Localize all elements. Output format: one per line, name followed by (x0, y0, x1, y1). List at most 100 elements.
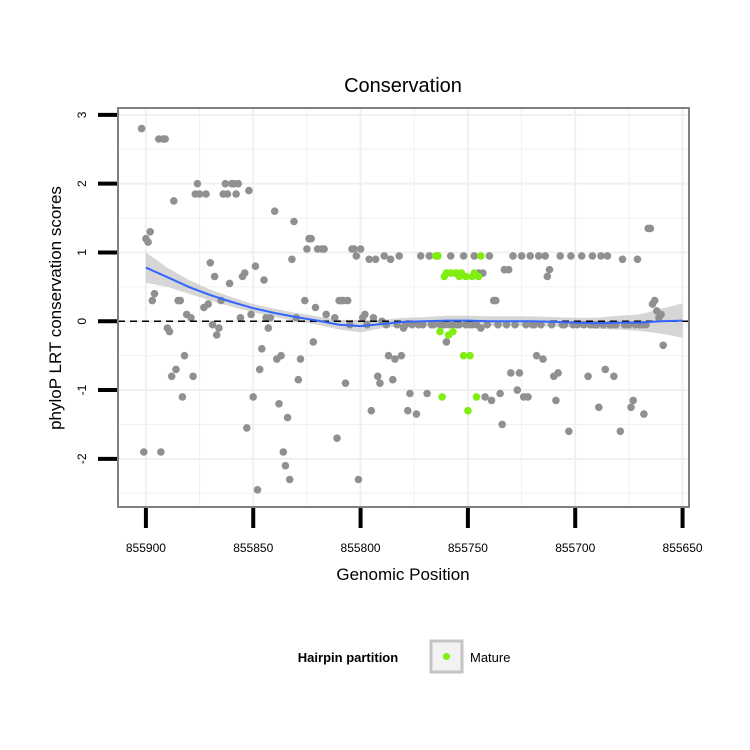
mature-point (459, 351, 468, 360)
hairpin-point (258, 345, 266, 353)
hairpin-point (416, 252, 425, 260)
hairpin-point (187, 314, 195, 322)
hairpin-point (408, 320, 416, 329)
x-tick-label: 855900 (126, 541, 166, 555)
hairpin-point (251, 262, 260, 271)
hairpin-point (232, 190, 240, 198)
hairpin-point (260, 276, 268, 284)
hairpin-point (404, 406, 412, 415)
hairpin-point (509, 252, 517, 260)
hairpin-point (311, 303, 320, 312)
hairpin-point (193, 179, 202, 188)
hairpin-point (275, 400, 283, 408)
x-tick-label: 855700 (555, 541, 595, 555)
hairpin-point (584, 372, 592, 381)
hairpin-point (646, 224, 655, 233)
hairpin-point (597, 252, 605, 260)
hairpin-point (167, 372, 176, 381)
hairpin-point (406, 389, 414, 398)
hairpin-point (283, 413, 292, 422)
hairpin-point (371, 255, 380, 264)
hairpin-point (279, 448, 288, 456)
hairpin-point (356, 245, 365, 253)
y-tick-label: 3 (75, 111, 89, 118)
hairpin-point (530, 320, 539, 329)
hairpin-point (208, 320, 217, 329)
hairpin-point (352, 252, 361, 260)
hairpin-point (567, 252, 575, 260)
hairpin-point (266, 314, 275, 322)
hairpin-point (140, 448, 148, 456)
y-axis-title: phyloP LRT conservation scores (46, 186, 65, 430)
hairpin-point (532, 351, 541, 360)
hairpin-point (419, 320, 427, 329)
hairpin-point (534, 252, 543, 260)
hairpin-point (477, 324, 485, 332)
hairpin-point (303, 245, 311, 253)
hairpin-point (285, 475, 294, 484)
mature-point (436, 327, 444, 336)
hairpin-point (148, 296, 157, 305)
hairpin-point (150, 289, 159, 298)
hairpin-point (481, 393, 489, 401)
legend-marker-mature (443, 653, 450, 660)
hairpin-point (170, 197, 178, 205)
hairpin-point (640, 410, 648, 418)
hairpin-point (513, 386, 522, 394)
hairpin-point (307, 234, 316, 243)
hairpin-point (446, 252, 455, 260)
legend-title: Hairpin partition (298, 650, 398, 665)
hairpin-point (470, 252, 479, 260)
hairpin-point (253, 486, 262, 494)
hairpin-point (524, 393, 532, 401)
hairpin-point (539, 355, 547, 363)
hairpin-point (455, 320, 464, 329)
axes: 855900 855850 855800 855750 855700 855650 -2 -1… (75, 111, 703, 555)
hairpin-point (502, 320, 511, 329)
hairpin-point (412, 410, 421, 418)
hairpin-point (264, 324, 273, 332)
hairpin-point (386, 255, 395, 264)
hairpin-point (554, 369, 562, 377)
hairpin-point (616, 427, 625, 436)
hairpin-point (195, 190, 204, 198)
mature-point (472, 393, 481, 401)
hairpin-point (395, 252, 404, 260)
hairpin-point (429, 320, 438, 329)
mature-point (449, 327, 457, 336)
hairpin-point (157, 448, 165, 456)
mature-point (466, 351, 474, 360)
hairpin-point (376, 379, 384, 388)
hairpin-point (627, 403, 635, 412)
hairpin-point (618, 255, 627, 264)
hairpin-point (657, 310, 665, 319)
hairpin-point (172, 365, 180, 374)
hairpin-point (247, 310, 255, 319)
hairpin-point (367, 406, 376, 415)
chart-title: Conservation (344, 75, 462, 97)
hairpin-point (552, 396, 560, 405)
hairpin-point (384, 351, 393, 360)
x-tick-label: 855750 (448, 541, 488, 555)
hairpin-point (545, 265, 554, 274)
hairpin-point (137, 124, 146, 133)
hairpin-point (255, 365, 264, 374)
hairpin-point (496, 389, 504, 398)
hairpin-point (517, 252, 526, 260)
hairpin-point (498, 420, 507, 429)
y-tick-label: -1 (75, 384, 89, 395)
confidence-band (145, 252, 683, 338)
hairpin-point (343, 296, 352, 305)
points-layer (137, 124, 667, 494)
hairpin-point (442, 338, 451, 346)
hairpin-point (333, 434, 341, 443)
hairpin-point (301, 296, 309, 305)
hairpin-point (341, 379, 350, 388)
hairpin-point (146, 228, 154, 236)
smooth-line-layer (145, 266, 683, 328)
hairpin-point (331, 314, 339, 322)
x-axis-title: Genomic Position (336, 565, 469, 584)
hairpin-point (425, 252, 434, 260)
hairpin-point (494, 320, 502, 329)
